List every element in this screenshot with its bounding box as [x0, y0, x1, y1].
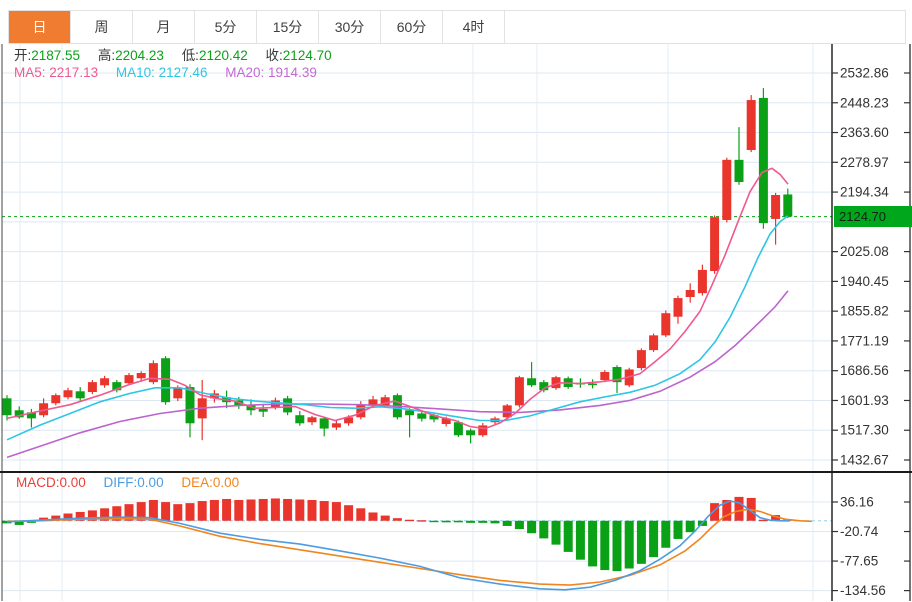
high-label: 高: [97, 48, 116, 63]
svg-text:2194.34: 2194.34 [840, 185, 889, 200]
diff-label: DIFF: [103, 475, 138, 490]
candles [2, 88, 793, 444]
ma5-line [6, 167, 789, 430]
ma20-value: 1914.39 [268, 65, 317, 80]
open-label: 开: [14, 48, 32, 63]
svg-text:2278.97: 2278.97 [840, 155, 889, 170]
grid-lines [2, 44, 832, 601]
svg-text:1517.30: 1517.30 [840, 423, 889, 438]
tab-day[interactable]: 日 [9, 11, 71, 43]
timeframe-tabs: 日 周 月 5分 15分 30分 60分 4时 [8, 10, 906, 44]
svg-text:2448.23: 2448.23 [840, 95, 889, 110]
ma20-label: MA20: [225, 65, 265, 80]
svg-text:1686.56: 1686.56 [840, 363, 889, 378]
tab-60min[interactable]: 60分 [381, 11, 443, 43]
close-value: 2124.70 [282, 48, 332, 63]
ma5-label: MA5: [14, 65, 46, 80]
chart-frame [0, 44, 912, 601]
macd-histogram [2, 496, 793, 572]
dea-label: DEA: [181, 475, 213, 490]
ma20-line [6, 290, 789, 459]
ma10-line [6, 215, 789, 441]
tab-4hour[interactable]: 4时 [443, 11, 505, 43]
svg-text:1601.93: 1601.93 [840, 393, 889, 408]
svg-text:1432.67: 1432.67 [840, 453, 889, 468]
svg-text:-20.74: -20.74 [840, 524, 879, 539]
macd-legend: MACD:0.00 DIFF:0.00 DEA:0.00 [16, 475, 253, 491]
svg-text:-77.65: -77.65 [840, 554, 878, 569]
ma10-label: MA10: [115, 65, 155, 80]
tab-15min[interactable]: 15分 [257, 11, 319, 43]
ma5-value: 2217.13 [49, 65, 99, 80]
svg-text:2363.60: 2363.60 [840, 125, 889, 140]
macd-label: MACD: [16, 475, 60, 490]
tab-month[interactable]: 月 [133, 11, 195, 43]
high-value: 2204.23 [115, 48, 164, 63]
svg-text:1855.82: 1855.82 [840, 304, 889, 319]
macd-axis: 36.16 -20.74 -77.65 -134.56 [832, 495, 910, 598]
svg-text:2025.08: 2025.08 [840, 244, 889, 259]
tab-30min[interactable]: 30分 [319, 11, 381, 43]
tab-5min[interactable]: 5分 [195, 11, 257, 43]
close-label: 收: [265, 48, 283, 63]
svg-text:2532.86: 2532.86 [840, 66, 889, 81]
low-label: 低: [181, 48, 199, 63]
svg-text:1940.45: 1940.45 [840, 274, 889, 289]
diff-line [6, 500, 790, 591]
svg-text:36.16: 36.16 [840, 495, 874, 510]
current-price-tag: 2124.70 [834, 206, 912, 227]
diff-value: 0.00 [137, 475, 164, 490]
dea-value: 0.00 [212, 475, 240, 490]
ohlc-row: 开:2187.55 高:2204.23 低:2120.42 收:2124.70 [14, 47, 346, 64]
price-axis: 2532.86 2448.23 2363.60 2278.97 2194.34 2025.… [832, 66, 910, 468]
ma-row: MA5: 2217.13 MA10: 2127.46 MA20: 1914.39 [14, 64, 346, 81]
ma10-value: 2127.46 [158, 65, 208, 80]
chart-legend: 开:2187.55 高:2204.23 低:2120.42 收:2124.70 … [14, 47, 346, 81]
svg-text:-134.56: -134.56 [840, 583, 886, 598]
tab-week[interactable]: 周 [71, 11, 133, 43]
svg-text:1771.19: 1771.19 [840, 333, 889, 348]
low-value: 2120.42 [198, 48, 248, 63]
macd-value: 0.00 [59, 475, 86, 490]
open-value: 2187.55 [31, 48, 81, 63]
